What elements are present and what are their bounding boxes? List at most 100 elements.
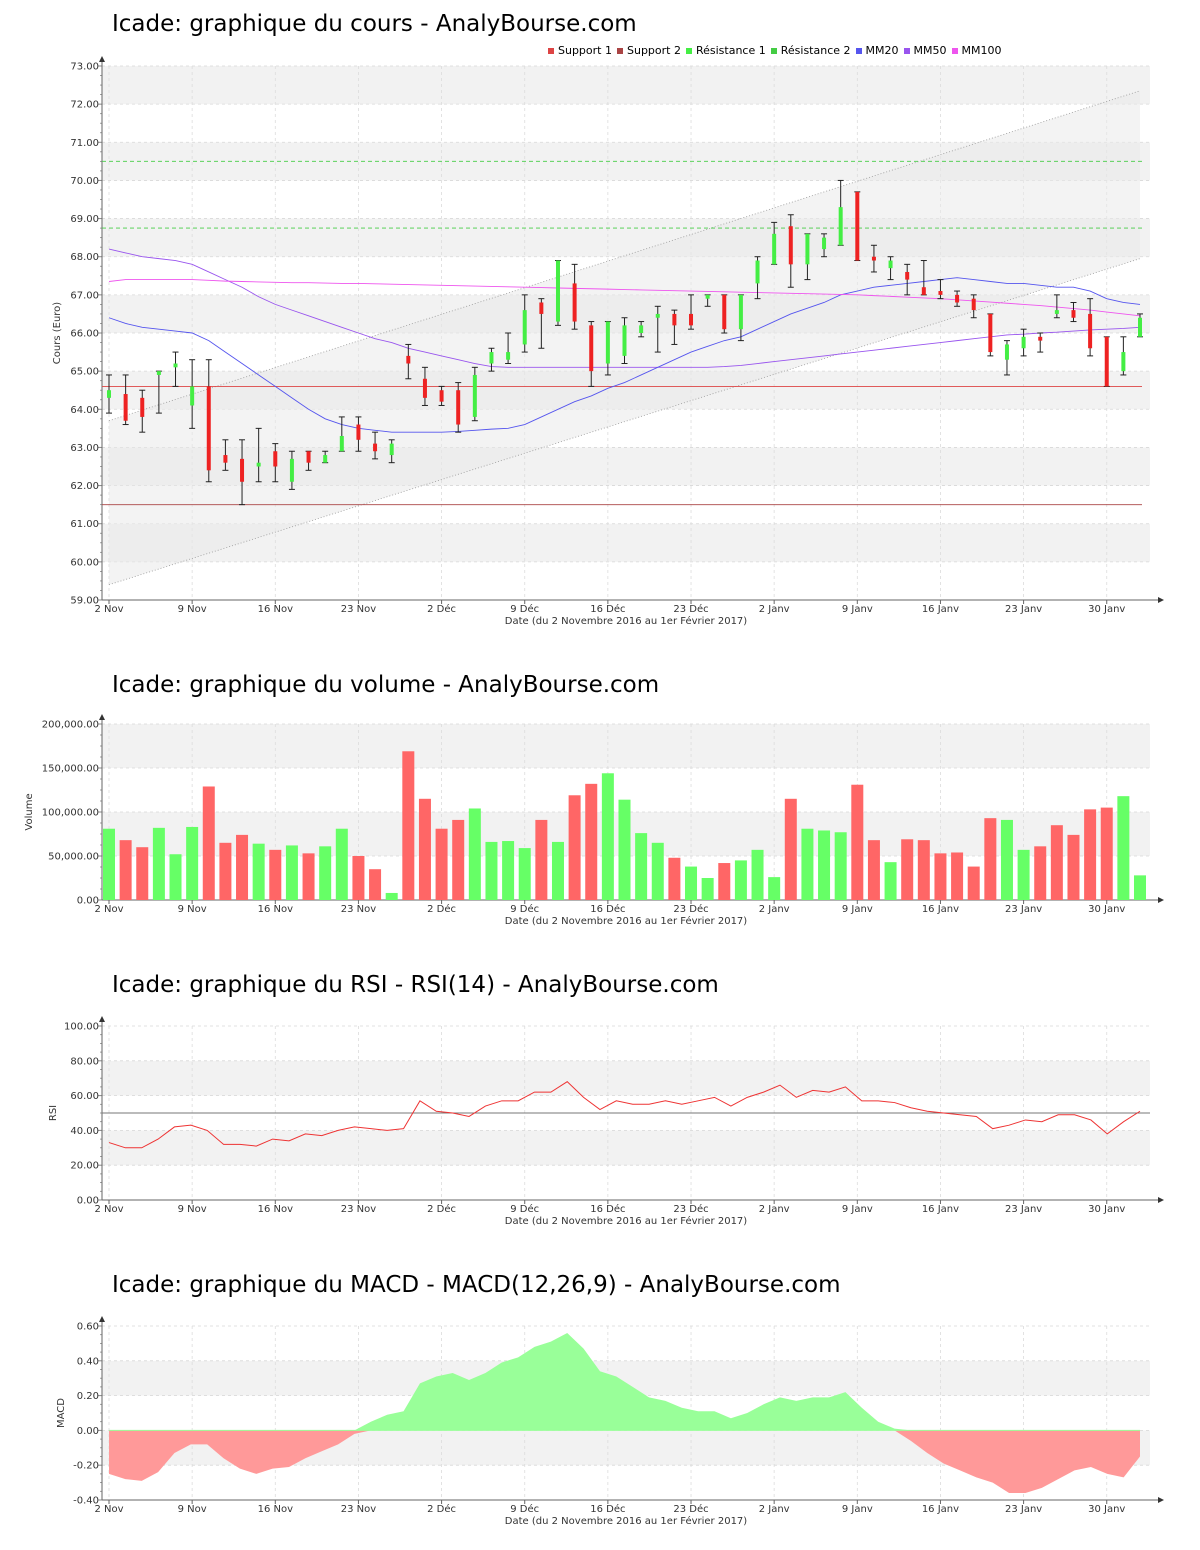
candle-body [456, 390, 461, 425]
volume-bar [385, 892, 398, 900]
candle [1103, 336, 1110, 387]
candle-body [1088, 313, 1093, 349]
x-tick-label: 9 Déc [510, 1503, 539, 1515]
volume-bar [834, 832, 847, 900]
y-tick-label: 69.00 [70, 214, 99, 225]
x-tick-label: 23 Déc [673, 603, 708, 615]
x-tick-label: 23 Janv [1005, 1504, 1042, 1515]
candle-body [240, 458, 245, 482]
x-tick-label: 30 Janv [1088, 1504, 1125, 1515]
legend-label: Résistance 1 [695, 44, 766, 57]
x-tick-label: 2 Déc [427, 903, 456, 915]
candle [471, 366, 478, 422]
candle-body [1054, 310, 1059, 314]
trend-channel-upper [108, 90, 1141, 422]
candle-body [921, 287, 926, 295]
candle [122, 374, 129, 426]
candle-body [555, 260, 560, 322]
candle [821, 233, 828, 258]
candle [538, 298, 545, 349]
volume-bar [551, 841, 564, 900]
candle-body [306, 451, 311, 463]
candle [488, 347, 495, 372]
y-axis-arrow [99, 714, 105, 720]
x-tick-label: 9 Janv [842, 1204, 873, 1215]
volume-bar [285, 845, 298, 900]
x-tick-label: 16 Nov [258, 904, 294, 915]
x-tick-label: 16 Déc [590, 903, 625, 915]
volume-bar [685, 866, 698, 900]
x-tick-label: 30 Janv [1088, 1204, 1125, 1215]
y-axis-title: Cours (Euro) [52, 302, 63, 365]
x-tick-label: 16 Janv [922, 1204, 959, 1215]
grid-band [102, 1060, 1150, 1096]
y-tick-label: 60.00 [70, 1091, 99, 1102]
y-tick-label: 40.00 [70, 1126, 99, 1137]
legend-swatch [770, 48, 777, 54]
candle-body [722, 294, 727, 330]
x-tick-label: 9 Janv [842, 604, 873, 615]
candle-body [589, 325, 594, 372]
volume-bar [901, 839, 914, 900]
candle-body [123, 394, 128, 421]
legend-swatch [903, 48, 910, 54]
volume-bar [718, 863, 731, 900]
grid-band [102, 724, 1150, 768]
candle [1070, 301, 1077, 323]
x-tick-label: 9 Nov [178, 1204, 207, 1215]
candle-body [323, 455, 328, 463]
x-tick-label: 23 Déc [673, 1503, 708, 1515]
legend-item: MM50 [903, 44, 947, 57]
grid-band [102, 1130, 1150, 1166]
y-tick-label: 62.00 [70, 481, 99, 492]
candle-body [539, 302, 544, 314]
y-tick-label: 72.00 [70, 100, 99, 111]
candle [837, 179, 844, 246]
volume-bar [1017, 849, 1030, 900]
candle-body [156, 371, 161, 375]
y-tick-label: 71.00 [70, 138, 99, 149]
candle [155, 370, 162, 414]
x-tick-label: 2 Déc [427, 1203, 456, 1215]
volume-bar [152, 827, 165, 900]
volume-bar [418, 798, 431, 900]
volume-bar [103, 828, 115, 900]
volume-bar [1100, 807, 1113, 900]
grid-band [102, 1026, 1150, 1061]
volume-bar [1000, 819, 1013, 900]
volume-bar [202, 786, 215, 900]
volume-bar [768, 877, 781, 900]
candle [322, 450, 329, 464]
grid-band [102, 1165, 1150, 1200]
y-axis-arrow [99, 56, 105, 62]
candle [1003, 340, 1010, 376]
volume-bar [917, 840, 930, 900]
candle [887, 256, 894, 281]
price-chart-legend: Support 1 Support 2 Résistance 1 Résistance… [548, 44, 1006, 57]
candle [638, 321, 645, 338]
volume-bar [585, 783, 598, 900]
volume-bar [236, 834, 249, 900]
candle-body [971, 298, 976, 311]
candle [654, 305, 661, 353]
candle [771, 221, 778, 265]
x-tick-label: 2 Janv [759, 604, 790, 615]
candle [870, 244, 877, 273]
candle-body [289, 458, 294, 482]
candle-body [755, 260, 760, 284]
x-tick-label: 2 Nov [94, 904, 123, 915]
candle [388, 439, 395, 464]
candle [904, 263, 911, 296]
volume-bar [352, 856, 365, 900]
mm50-line [108, 248, 1141, 368]
x-tick-label: 23 Janv [1005, 904, 1042, 915]
volume-bar [319, 846, 332, 900]
candle [937, 279, 944, 300]
candle [704, 294, 711, 307]
x-tick-label: 23 Janv [1005, 1204, 1042, 1215]
candle [372, 431, 379, 460]
volume-bar [119, 840, 132, 900]
candle-body [955, 294, 960, 303]
mm100-line [108, 279, 1141, 317]
trend-channel-lower [108, 258, 1141, 586]
